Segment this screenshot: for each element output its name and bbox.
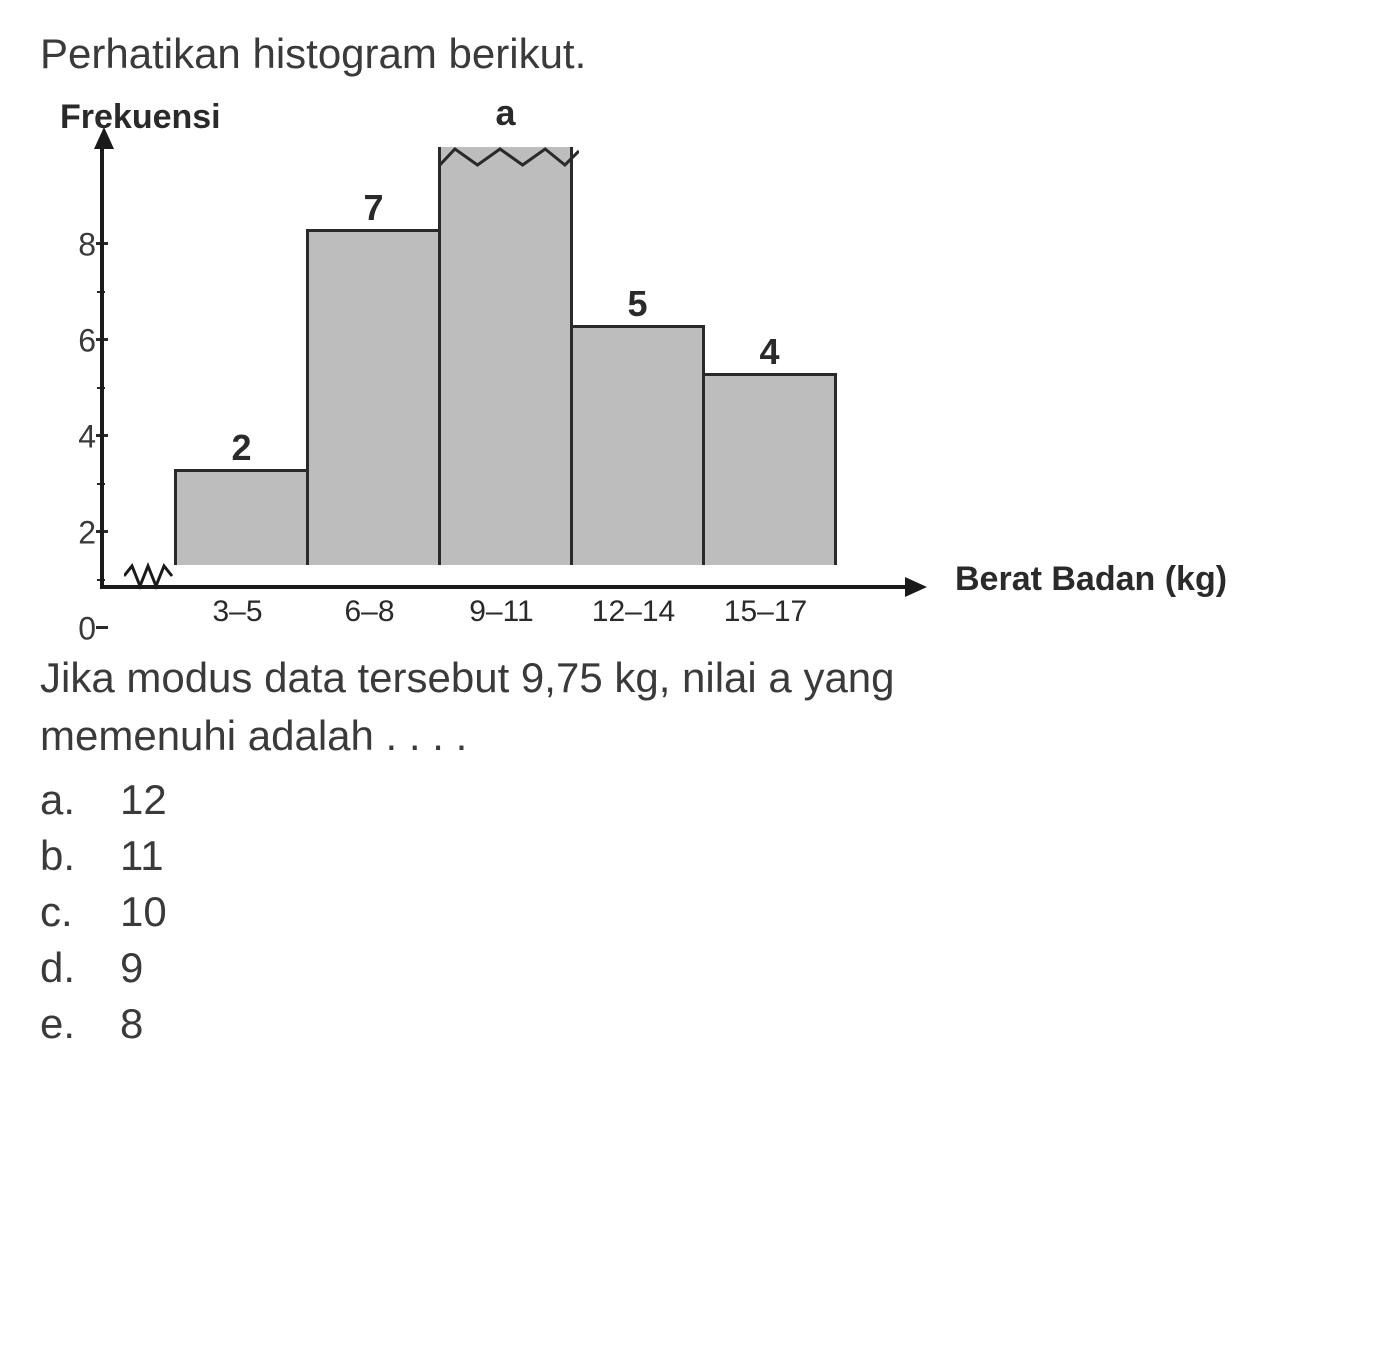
chart-row: Frekuensi 02468 27a54 [40,98,1350,629]
title-text: Perhatikan histogram berikut. [40,30,1350,78]
y-tick-label: 6 [78,322,96,359]
option-letter: c. [40,888,120,936]
answer-option[interactable]: c.10 [40,888,1350,936]
option-letter: e. [40,1000,120,1048]
histogram-bar: 7 [306,229,441,565]
histogram-bar: 5 [570,325,705,565]
chart-left: Frekuensi 02468 27a54 [40,98,905,629]
bar-value-label: 5 [627,283,647,325]
x-category-label: 3–5 [170,595,305,629]
y-axis: 02468 [40,187,100,629]
y-axis-label: Frekuensi [60,98,905,137]
question-line-2: memenuhi adalah . . . . [40,707,1350,766]
y-tick-mark [96,626,108,629]
question-text: Jika modus data tersebut 9,75 kg, nilai … [40,649,1350,767]
x-category-label: 12–14 [566,595,701,629]
bar-value-label: 2 [231,427,251,469]
answer-option[interactable]: a.12 [40,776,1350,824]
x-category-label: 6–8 [302,595,437,629]
x-category-label: 15–17 [698,595,833,629]
answer-options: a.12b.11c.10d.9e.8 [40,776,1350,1048]
option-value: 11 [120,832,164,880]
answer-option[interactable]: e.8 [40,1000,1350,1048]
answer-option[interactable]: b.11 [40,832,1350,880]
y-tick-label: 8 [78,226,96,263]
y-tick-label: 0 [78,610,96,647]
x-labels: 3–56–89–1112–1415–17 [100,595,905,629]
arrow-up-icon [92,127,116,151]
option-value: 9 [120,944,143,992]
question-line-1: Jika modus data tersebut 9,75 kg, nilai … [40,649,1350,708]
answer-option[interactable]: d.9 [40,944,1350,992]
bar-value-label: a [495,92,515,134]
x-axis-extension [104,585,909,589]
y-ticks: 02468 [40,187,100,629]
plot-area: 27a54 [100,147,905,589]
jagged-top-icon [438,145,579,169]
bar-value-label: 7 [363,187,383,229]
option-value: 12 [120,776,167,824]
y-tick-label: 2 [78,514,96,551]
option-letter: a. [40,776,120,824]
histogram-bar: 4 [702,373,837,565]
x-axis-label: Berat Badan (kg) [955,560,1227,599]
histogram-bar: 2 [174,469,309,565]
histogram-chart: 02468 27a54 3–56–89–1112–14 [40,147,905,629]
histogram-bar: a [438,147,573,565]
y-tick-label: 4 [78,418,96,455]
x-category-label: 9–11 [434,595,569,629]
option-letter: d. [40,944,120,992]
option-value: 10 [120,888,167,936]
bar-value-label: 4 [759,331,779,373]
option-value: 8 [120,1000,143,1048]
bars-container: 27a54 [104,147,905,565]
plot-column: 27a54 3–56–89–1112–1415–17 [100,147,905,629]
option-letter: b. [40,832,120,880]
